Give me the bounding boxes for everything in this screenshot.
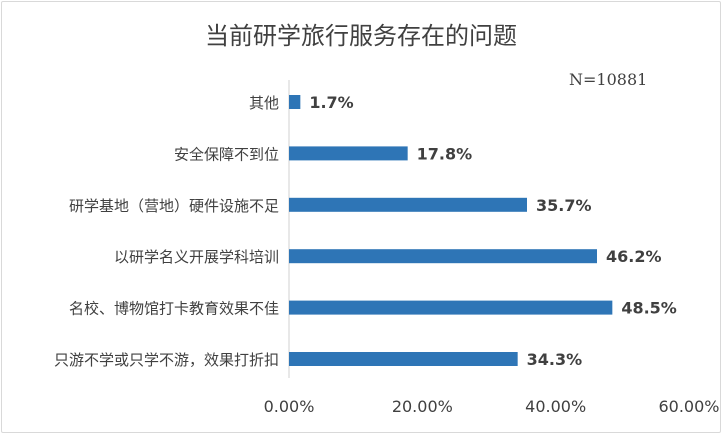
x-tick-label: 0.00% [264,397,315,416]
bar [289,352,518,366]
bar [289,249,597,264]
data-label: 48.5% [621,299,677,318]
category-label: 其他 [249,94,279,112]
category-label: 只游不学或只学不游，效果打折扣 [54,351,279,369]
data-label: 46.2% [606,247,662,266]
data-label: 1.7% [309,93,353,112]
bar [289,197,527,212]
bars-layer [289,95,613,366]
category-label: 研学基地（营地）硬件设施不足 [69,197,279,215]
data-label: 35.7% [536,196,592,215]
value-labels-layer: 1.7% 17.8% 35.7% 46.2% 48.5% 34.3% [309,93,677,369]
category-label: 以研学名义开展学科培训 [114,248,279,266]
x-tick-label: 20.00% [392,397,453,416]
chart-title: 当前研学旅行服务存在的问题 [205,22,517,50]
bar [289,95,301,109]
sample-size-annotation: N=10881 [569,70,647,89]
x-axis-tick-labels: 0.00% 20.00% 40.00% 60.00% [264,397,720,416]
bar [289,300,613,315]
category-label: 安全保障不到位 [174,145,279,163]
data-label: 17.8% [417,144,473,163]
bar [289,146,408,161]
x-tick-label: 40.00% [525,397,586,416]
category-label: 名校、博物馆打卡教育效果不佳 [69,300,279,318]
x-tick-label: 60.00% [658,397,719,416]
category-labels-layer: 其他安全保障不到位研学基地（营地）硬件设施不足以研学名义开展学科培训名校、博物馆… [54,94,279,369]
data-label: 34.3% [527,350,583,369]
